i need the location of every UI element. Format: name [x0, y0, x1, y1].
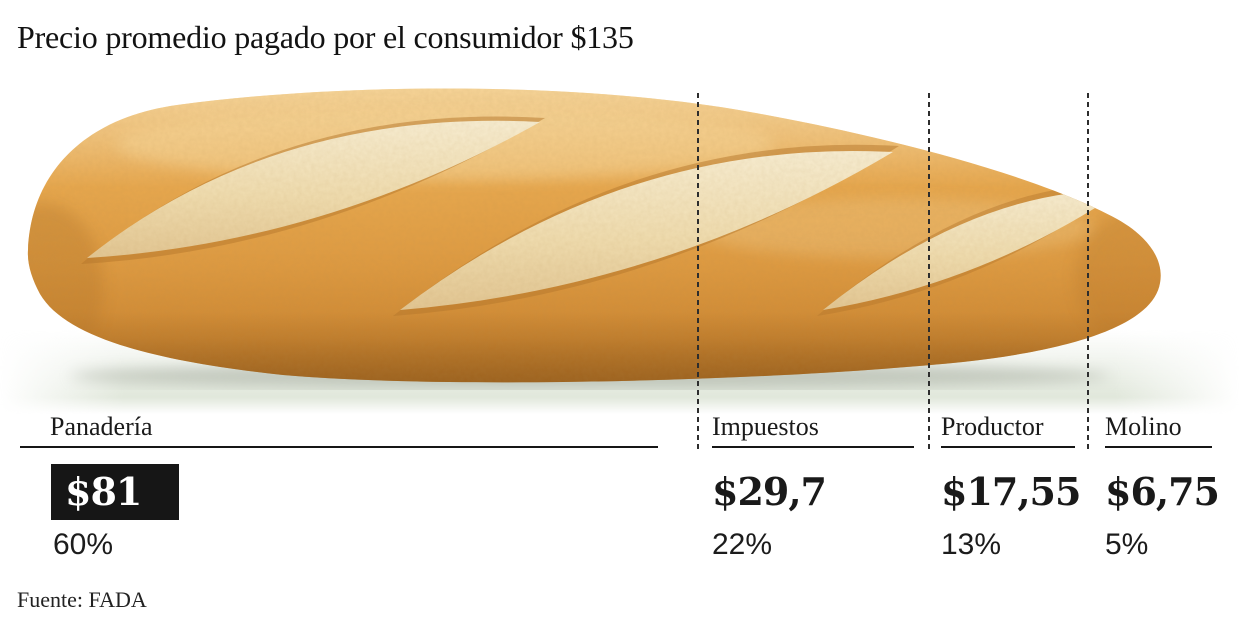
segment-column-productor: Productor $17,55 13%: [941, 410, 1086, 562]
segment-value: $29,7: [712, 469, 827, 514]
segment-value: $17,55: [941, 469, 1081, 514]
baguette-image: [27, 88, 1161, 389]
segment-underline: [712, 446, 914, 448]
segment-label: Impuestos: [712, 412, 819, 441]
segment-value: $6,75: [1105, 469, 1220, 514]
segment-divider-productor: [928, 93, 930, 452]
segment-percent: 5%: [1105, 528, 1149, 561]
segment-underline: [1105, 446, 1212, 448]
segment-underline: [20, 446, 658, 448]
segment-percent: 60%: [53, 528, 114, 561]
segment-label: Panadería: [50, 412, 153, 441]
segment-percent: 22%: [712, 528, 773, 561]
segment-column-molino: Molino $6,75 5%: [1105, 410, 1235, 562]
segment-underline: [941, 446, 1075, 448]
segment-label: Productor: [941, 412, 1044, 441]
segment-divider-molino: [1087, 93, 1089, 452]
segment-column-impuestos: Impuestos $29,7 22%: [712, 410, 927, 562]
source-note: Fuente: FADA: [17, 587, 147, 612]
segment-label: Molino: [1105, 412, 1182, 441]
page-title: Precio promedio pagado por el consumidor…: [17, 19, 634, 55]
segment-percent: 13%: [941, 528, 1002, 561]
segment-divider-impuestos: [697, 93, 699, 452]
segment-value-badge: $81: [51, 464, 180, 520]
segment-column-panaderia: Panadería $81 60%: [20, 410, 680, 562]
